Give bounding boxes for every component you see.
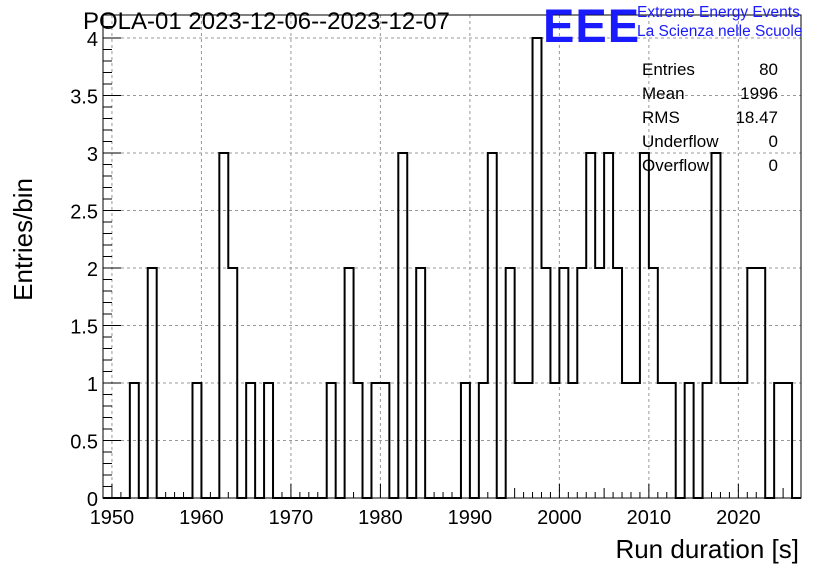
- histogram-bin: [345, 268, 354, 498]
- y-axis-label: Entries/bin: [8, 178, 38, 301]
- histogram-bin: [649, 268, 658, 498]
- logo-line-2: La Scienza nelle Scuole: [637, 23, 803, 40]
- histogram-bin: [130, 383, 139, 498]
- histogram-bin: [488, 153, 497, 498]
- stat-label: Overflow: [642, 156, 710, 175]
- histogram-bin: [595, 268, 604, 498]
- x-tick-label: 2000: [537, 507, 582, 529]
- histogram-bin: [738, 383, 747, 498]
- histogram-bin: [533, 38, 542, 498]
- y-tick-label: 3: [87, 144, 98, 166]
- histogram-bin: [541, 268, 550, 498]
- histogram-bin: [416, 268, 425, 498]
- stats-box: Entries 80 Mean 1996 RMS 18.47 Underflow…: [636, 58, 784, 178]
- histogram-bin: [747, 268, 756, 498]
- stat-value: 80: [759, 60, 778, 79]
- histogram-bin: [613, 268, 622, 498]
- stat-label: Entries: [642, 60, 695, 79]
- y-tick-label: 4: [87, 29, 98, 51]
- stat-value: 1996: [740, 84, 778, 103]
- eee-logo: EEE: [543, 0, 641, 52]
- histogram-bin: [568, 383, 577, 498]
- y-tick-label: 1: [87, 374, 98, 396]
- histogram-bin: [219, 153, 228, 498]
- stat-value: 18.47: [735, 108, 778, 127]
- histogram-bin: [720, 383, 729, 498]
- histogram-bin: [371, 383, 380, 498]
- histogram-bin: [577, 268, 586, 498]
- logo-caption: Extreme Energy Events La Scienza nelle S…: [637, 3, 802, 41]
- stat-row-overflow: Overflow 0: [636, 154, 784, 178]
- histogram-bin: [327, 383, 336, 498]
- histogram-bin: [192, 383, 201, 498]
- axis-ticks: [102, 14, 802, 499]
- histogram-bin: [622, 383, 631, 498]
- stat-value: 0: [768, 132, 778, 151]
- stat-label: Mean: [642, 84, 685, 103]
- histogram-bin: [559, 268, 568, 498]
- x-tick-label: 1980: [358, 507, 403, 529]
- y-tick-label: 3.5: [70, 87, 98, 109]
- histogram-bin: [380, 383, 389, 498]
- x-tick-label: 1960: [179, 507, 224, 529]
- histogram-bin: [354, 383, 363, 498]
- x-axis-label: Run duration [s]: [615, 534, 799, 564]
- x-tick-label: 1990: [448, 507, 493, 529]
- y-tick-label: 2: [87, 259, 98, 281]
- histogram-bin: [640, 153, 649, 498]
- histogram-bin: [515, 383, 524, 498]
- x-tick-label: 1970: [269, 507, 314, 529]
- histogram-bin: [604, 153, 613, 498]
- histogram-bin: [783, 383, 792, 498]
- y-tick-label: 2.5: [70, 202, 98, 224]
- histogram-bin: [246, 383, 255, 498]
- stat-label: Underflow: [642, 132, 719, 151]
- x-tick-label: 2010: [627, 507, 672, 529]
- stat-row-entries: Entries 80: [636, 58, 784, 82]
- y-tick-label: 0.5: [70, 432, 98, 454]
- histogram-bin: [667, 383, 676, 498]
- x-tick-label: 1950: [90, 507, 135, 529]
- histogram-bin: [586, 153, 595, 498]
- y-tick-label: 0: [87, 489, 98, 511]
- stat-row-mean: Mean 1996: [636, 82, 784, 106]
- histogram-bin: [524, 383, 533, 498]
- histogram-outline: [103, 37, 801, 499]
- histogram-bin: [550, 383, 559, 498]
- histogram-bin: [479, 383, 488, 498]
- histogram-bin: [228, 268, 237, 498]
- stat-row-rms: RMS 18.47: [636, 106, 784, 130]
- histogram-bin: [631, 383, 640, 498]
- histogram-bin: [264, 383, 273, 498]
- histogram-bin: [658, 383, 667, 498]
- stat-label: RMS: [642, 108, 680, 127]
- histogram-bin: [685, 383, 694, 498]
- histogram-bin: [712, 153, 721, 498]
- histogram-bin: [398, 153, 407, 498]
- histogram-bin: [461, 383, 470, 498]
- histogram-bin: [148, 268, 157, 498]
- stat-value: 0: [768, 156, 778, 175]
- axis-tick-labels: 1950 1960 1970 1980 1990 2000 2010 2020 0 0.5 1 1.5…: [70, 29, 760, 529]
- histogram-bin: [729, 383, 738, 498]
- histogram-bin: [756, 268, 765, 498]
- chart-title: POLA-01 2023-12-06--2023-12-07: [83, 8, 450, 35]
- histogram-bin: [506, 268, 515, 498]
- histogram-bin: [774, 383, 783, 498]
- y-tick-label: 1.5: [70, 317, 98, 339]
- logo-line-1: Extreme Energy Events: [637, 4, 800, 21]
- x-tick-label: 2020: [716, 507, 761, 529]
- stat-row-underflow: Underflow 0: [636, 130, 784, 154]
- histogram-bin: [703, 383, 712, 498]
